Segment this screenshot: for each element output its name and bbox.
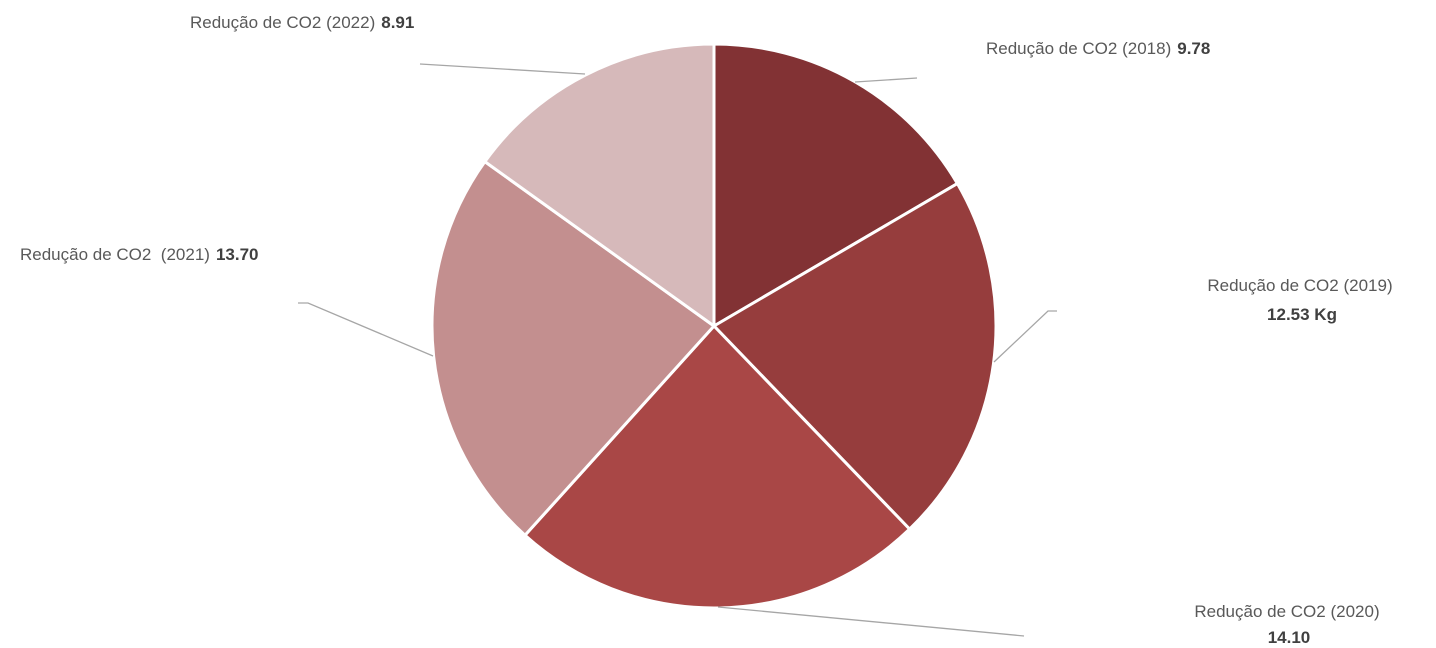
leader-line-2020 — [717, 606, 1025, 637]
slice-label-2020: Redução de CO2 (2020) — [1194, 602, 1379, 621]
slice-value-2019: 12.53 Kg — [1267, 305, 1337, 324]
data-label-2018: Redução de CO2 (2018) 9.78 — [986, 39, 1210, 58]
slice-value-2018: 9.78 — [1177, 39, 1210, 58]
pie-slice-2022 — [483, 42, 716, 328]
data-label-2020: Redução de CO2 (2020) 14.10 — [1194, 602, 1383, 647]
slice-label-2021: Redução de CO2 (2021) — [20, 245, 210, 264]
leader-line-2019 — [993, 310, 1057, 363]
leader-line-2018 — [854, 77, 918, 83]
pie-slice-2018 — [712, 42, 959, 328]
slices-layer — [430, 42, 998, 610]
data-label-2022: Redução de CO2 (2022) 8.91 — [190, 13, 414, 32]
slice-value-2020: 14.10 — [1268, 628, 1311, 647]
slice-value-2021: 13.70 — [216, 245, 259, 264]
pie-slice-2020 — [523, 324, 912, 610]
slice-value-2022: 8.91 — [381, 13, 414, 32]
leader-line-2022 — [419, 63, 586, 75]
slice-label-2022: Redução de CO2 (2022) — [190, 13, 375, 32]
leader-line-2021 — [298, 302, 434, 357]
slice-label-2019: Redução de CO2 (2019) — [1207, 276, 1392, 295]
slice-label-2018: Redução de CO2 (2018) — [986, 39, 1171, 58]
data-label-2021: Redução de CO2 (2021) 13.70 — [20, 245, 259, 264]
data-label-2019: Redução de CO2 (2019) 12.53 Kg — [1207, 276, 1396, 324]
pie-slice-2021 — [430, 160, 716, 537]
leader-lines-layer — [298, 63, 1057, 637]
pie-slice-2019 — [712, 182, 998, 531]
